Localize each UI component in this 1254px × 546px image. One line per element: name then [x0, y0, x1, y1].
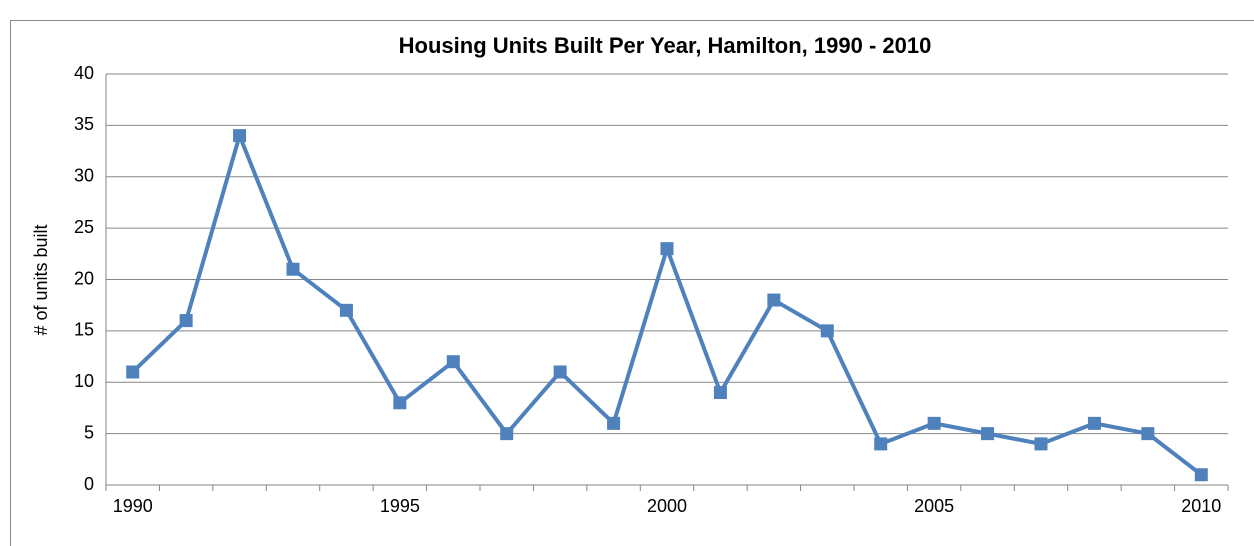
point-marker: [713, 386, 727, 400]
chart-title: Housing Units Built Per Year, Hamilton, …: [399, 33, 932, 58]
point-marker: [660, 242, 674, 256]
point-marker: [767, 293, 781, 307]
y-tick-label: 5: [84, 422, 94, 442]
y-axis-label: # of units built: [31, 224, 51, 335]
y-tick-label: 15: [74, 320, 94, 340]
point-marker: [179, 314, 193, 328]
y-tick-label: 35: [74, 114, 94, 134]
x-tick-label: 1990: [113, 496, 153, 516]
point-marker: [874, 437, 888, 451]
x-tick-label: 2000: [647, 496, 687, 516]
point-marker: [981, 427, 995, 441]
point-marker: [393, 396, 407, 410]
point-marker: [820, 324, 834, 338]
point-marker: [339, 303, 353, 317]
y-tick-label: 30: [74, 166, 94, 186]
y-tick-label: 25: [74, 217, 94, 237]
point-marker: [1034, 437, 1048, 451]
point-marker: [1087, 416, 1101, 430]
y-tick-label: 40: [74, 63, 94, 83]
point-marker: [126, 365, 140, 379]
point-marker: [500, 427, 514, 441]
x-tick-label: 2010: [1181, 496, 1221, 516]
point-marker: [446, 355, 460, 369]
y-tick-label: 20: [74, 268, 94, 288]
point-marker: [233, 129, 247, 143]
point-marker: [553, 365, 567, 379]
point-marker: [1194, 468, 1208, 482]
y-tick-label: 0: [84, 474, 94, 494]
x-tick-label: 1995: [380, 496, 420, 516]
x-tick-label: 2005: [914, 496, 954, 516]
point-marker: [927, 416, 941, 430]
point-marker: [286, 262, 300, 276]
y-tick-label: 10: [74, 371, 94, 391]
chart-frame: [10, 20, 1254, 546]
point-marker: [1141, 427, 1155, 441]
point-marker: [607, 416, 621, 430]
